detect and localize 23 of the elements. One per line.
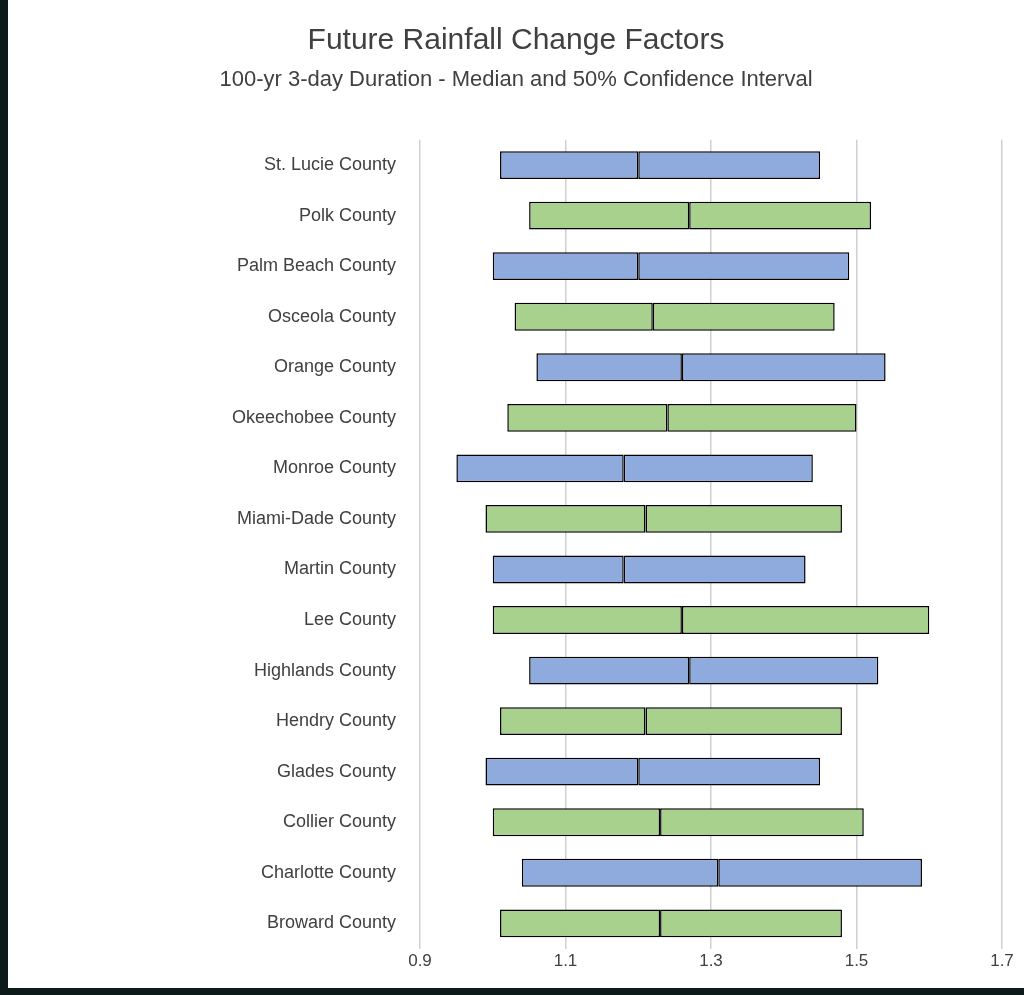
y-tick-label: Polk County	[298, 204, 396, 225]
y-tick-label: Orange County	[273, 356, 396, 377]
y-tick-label: Miami-Dade County	[236, 507, 396, 528]
x-tick-label: 1.5	[844, 951, 869, 971]
y-tick-label: Collier County	[282, 811, 396, 832]
x-tick-label: 0.9	[408, 951, 432, 971]
chart-title: Future Rainfall Change Factors	[306, 22, 726, 56]
chart-subtitle: 100-yr 3-day Duration - Median and 50% Confidence Interval	[218, 66, 814, 92]
y-tick-label: Okeechobee County	[231, 406, 396, 427]
x-tick-label: 1.1	[553, 951, 578, 971]
y-tick-label: Palm Beach County	[236, 255, 396, 276]
y-tick-label: Highlands County	[253, 659, 396, 680]
y-tick-label: Charlotte County	[260, 861, 396, 882]
y-tick-label: Lee County	[303, 608, 396, 629]
y-tick-label: Broward County	[266, 912, 396, 933]
y-tick-label: Osceola County	[267, 305, 396, 326]
y-tick-label: Hendry County	[275, 710, 396, 731]
y-tick-label: Martin County	[283, 558, 396, 579]
y-tick-label: St. Lucie County	[263, 154, 396, 175]
y-tick-label: Glades County	[276, 760, 396, 781]
x-tick-label: 1.7	[990, 951, 1014, 971]
x-tick-label: 1.3	[699, 951, 723, 971]
y-tick-label: Monroe County	[272, 457, 396, 478]
